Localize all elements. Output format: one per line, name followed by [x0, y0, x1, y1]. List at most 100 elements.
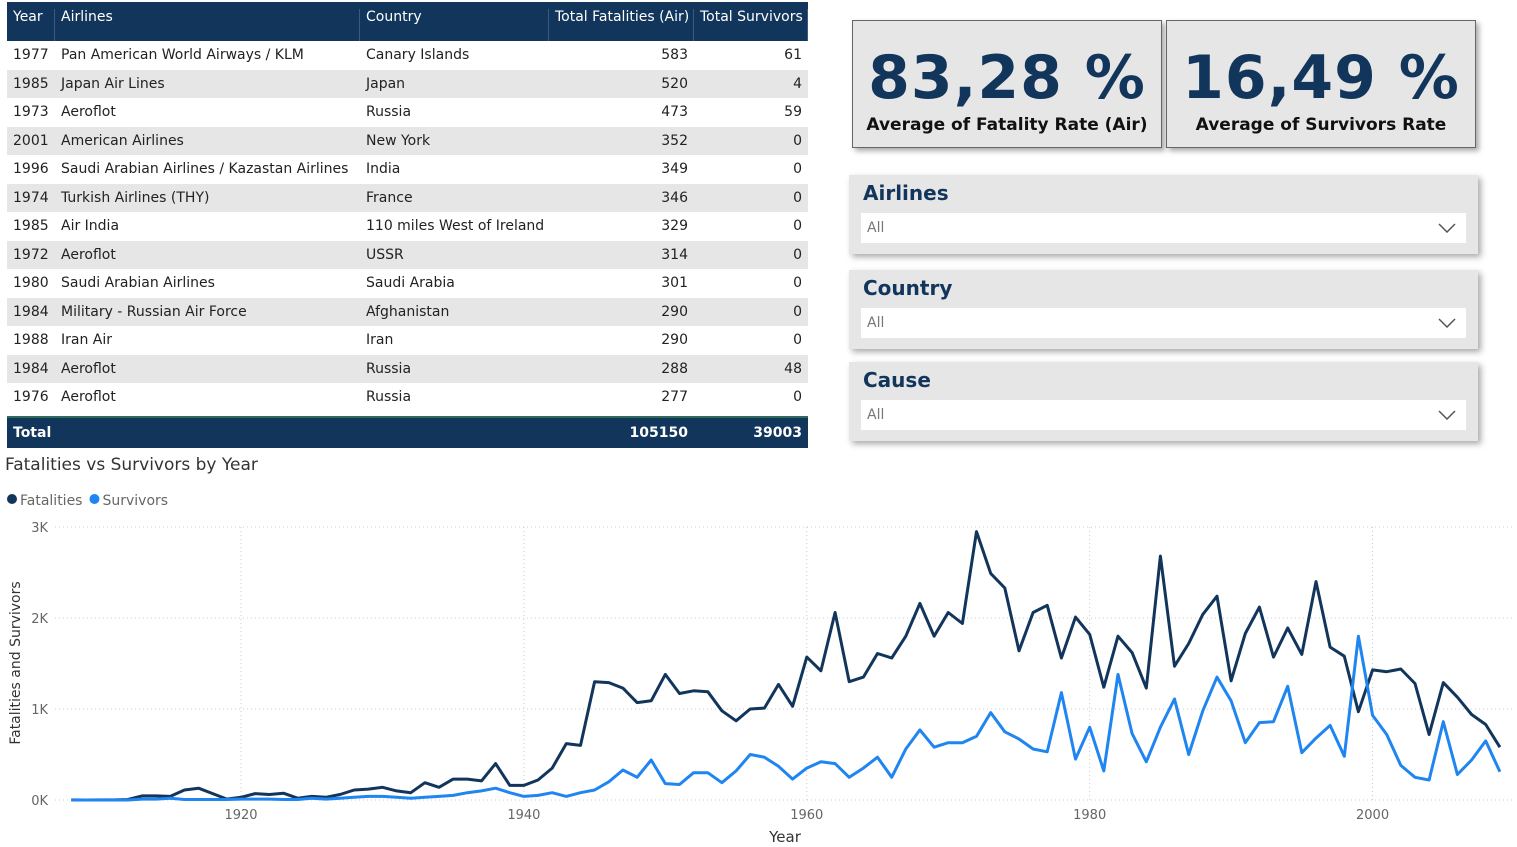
column-header[interactable]: Total Fatalities (Air): [549, 9, 694, 41]
kpi-label: Average of Survivors Rate: [1195, 115, 1447, 135]
table-cell: 0: [793, 303, 802, 320]
column-header[interactable]: Year: [7, 9, 55, 41]
x-axis-label: Year: [768, 828, 802, 846]
table-cell: Saudi Arabia: [366, 275, 455, 292]
table-cell: 1977: [13, 47, 49, 64]
table-cell: 1973: [13, 104, 49, 121]
total-cell: 105150: [629, 424, 688, 441]
table-cell: 1985: [13, 75, 49, 92]
table-cell: 1980: [13, 275, 49, 292]
chevron: [1438, 410, 1456, 420]
y-tick-label: 1K: [31, 703, 48, 718]
slicer-title: Cause: [863, 368, 931, 392]
series-line: [71, 530, 1502, 802]
slicer-title: Country: [863, 276, 953, 300]
x-tick-label: 1980: [1073, 808, 1106, 823]
table-cell: 0: [793, 218, 802, 235]
table-cell: Pan American World Airways / KLM: [61, 47, 304, 64]
kpi-card: 83,28 % Average of Fatality Rate (Air): [852, 20, 1162, 148]
legend-marker: [7, 494, 17, 504]
table-row: 2001 American Airlines New York 352 0: [7, 126, 808, 155]
legend-label: Survivors: [102, 493, 168, 509]
column-header[interactable]: Total Survivors: [694, 9, 808, 41]
table-cell: 1996: [13, 161, 49, 178]
table-row: 1996 Saudi Arabian Airlines / Kazastan Ai…: [7, 155, 808, 184]
table-cell: 288: [661, 360, 688, 377]
total-label: Total: [13, 424, 52, 441]
total-cell: 39003: [753, 424, 802, 441]
table-row: 1984 Military - Russian Air Force Afghanis…: [7, 297, 808, 326]
slicer-dropdown[interactable]: All: [861, 308, 1466, 338]
table-row: 1984 Aeroflot Russia 288 48: [7, 354, 808, 383]
table-cell: USSR: [366, 246, 404, 263]
table-cell: American Airlines: [61, 132, 184, 149]
slicer: Cause All: [849, 362, 1478, 441]
slicer: Country All: [849, 270, 1478, 349]
table-row: 1985 Air India 110 miles West of Ireland 32…: [7, 212, 808, 241]
table-cell: 0: [793, 275, 802, 292]
kpi-label: Average of Fatality Rate (Air): [866, 115, 1148, 135]
slicer: Airlines All: [849, 175, 1478, 254]
table-cell: 583: [661, 47, 688, 64]
y-tick-label: 3K: [31, 521, 48, 536]
table-cell: Iran: [366, 332, 394, 349]
kpi-card: 16,49 % Average of Survivors Rate: [1166, 20, 1476, 148]
table-cell: 349: [661, 161, 688, 178]
table-cell: 290: [661, 332, 688, 349]
x-tick-label: 2000: [1356, 808, 1389, 823]
data-table: Year Airlines Country Total Fatalities (Air…: [7, 2, 808, 448]
slicer-dropdown[interactable]: All: [861, 213, 1466, 243]
table-cell: 314: [661, 246, 688, 263]
y-tick-label: 2K: [31, 612, 48, 627]
table-header: Year Airlines Country Total Fatalities (Air…: [7, 2, 808, 41]
table-cell: 329: [661, 218, 688, 235]
table-cell: Russia: [366, 360, 412, 377]
table-cell: 473: [661, 104, 688, 121]
table-cell: 0: [793, 389, 802, 406]
table-cell: 2001: [13, 132, 49, 149]
x-tick-label: 1920: [224, 808, 257, 823]
table-cell: Saudi Arabian Airlines / Kazastan Airlin…: [61, 161, 349, 178]
table-cell: Military - Russian Air Force: [61, 303, 247, 320]
chevron: [1438, 318, 1456, 328]
table-cell: Russia: [366, 389, 412, 406]
table-cell: India: [366, 161, 401, 178]
table-cell: 110 miles West of Ireland: [366, 218, 545, 235]
table-cell: New York: [366, 132, 431, 149]
table-row: 1972 Aeroflot USSR 314 0: [7, 240, 808, 269]
series-line: [71, 634, 1502, 802]
table-cell: Aeroflot: [61, 360, 116, 377]
legend-label: Fatalities: [20, 493, 82, 509]
column-header[interactable]: Airlines: [55, 9, 360, 41]
table-cell: 346: [661, 189, 688, 206]
table-cell: Canary Islands: [366, 47, 470, 64]
chevron: [1438, 223, 1456, 233]
slicer-dropdown[interactable]: All: [861, 400, 1466, 430]
table-row: 1980 Saudi Arabian Airlines Saudi Arabia 30…: [7, 269, 808, 298]
table-cell: 277: [661, 389, 688, 406]
table-row: 1988 Iran Air Iran 290 0: [7, 326, 808, 355]
table-row: 1974 Turkish Airlines (THY) France 346 0: [7, 183, 808, 212]
line-chart: Fatalities vs Survivors by Year Fatalitie…: [5, 455, 1512, 846]
legend-marker: [89, 494, 100, 504]
table-cell: Afghanistan: [366, 303, 450, 320]
table-cell: Aeroflot: [61, 246, 116, 263]
kpi-value: 83,28 %: [868, 43, 1146, 113]
table-cell: Japan: [366, 75, 406, 92]
column-header[interactable]: Country: [360, 9, 549, 41]
table-cell: 0: [793, 332, 802, 349]
table-cell: 0: [793, 132, 802, 149]
table-cell: Saudi Arabian Airlines: [61, 275, 215, 292]
table-cell: 0: [793, 189, 802, 206]
x-tick-label: 1960: [790, 808, 823, 823]
table-cell: 0: [793, 161, 802, 178]
table-cell: 352: [661, 132, 688, 149]
table-cell: 61: [784, 47, 802, 64]
table-cell: Russia: [366, 104, 412, 121]
table-cell: 1985: [13, 218, 49, 235]
table-cell: 520: [661, 75, 688, 92]
table-row: 1977 Pan American World Airways / KLM Cana…: [7, 41, 808, 70]
y-axis-label: Fatalities and Survivors: [8, 581, 24, 744]
table-cell: 1984: [13, 360, 49, 377]
table-cell: 59: [784, 104, 802, 121]
